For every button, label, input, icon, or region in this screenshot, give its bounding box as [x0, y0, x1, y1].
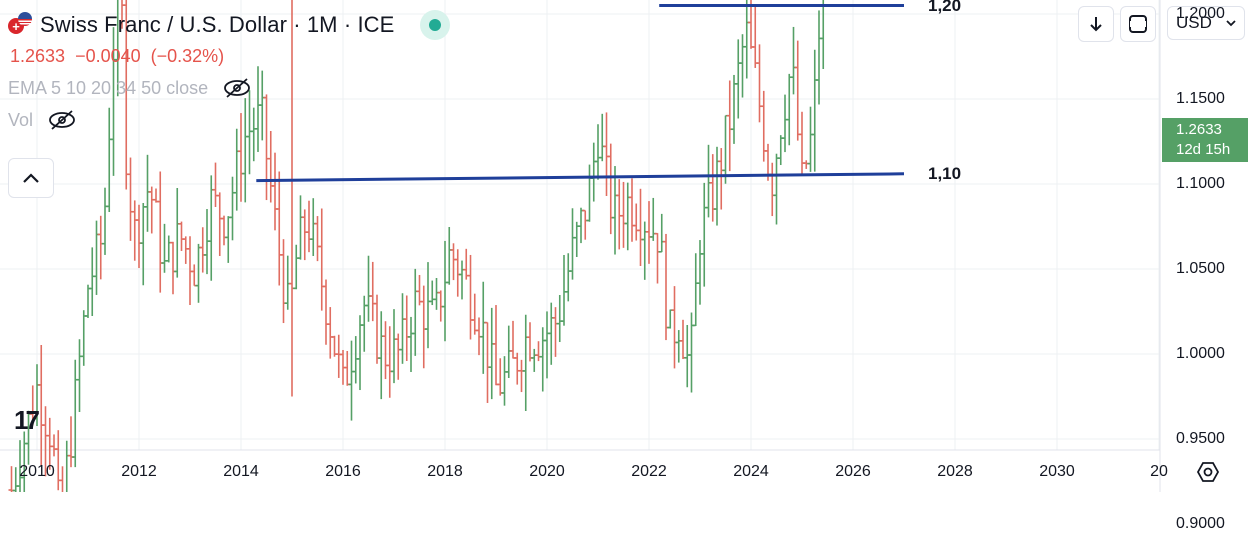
indicator-volume[interactable]: Vol: [8, 109, 450, 131]
currency-flag-icon: +: [8, 12, 34, 38]
price-axis-label: 0.9000: [1176, 515, 1225, 532]
price-axis-label: 1.2000: [1176, 5, 1225, 22]
time-axis-label: 2018: [427, 463, 463, 480]
price-change: −0.0040: [75, 46, 141, 66]
time-axis-label: 2010: [19, 463, 55, 480]
currency-select[interactable]: USD: [1167, 6, 1245, 40]
level-line-1-10: [256, 172, 905, 183]
time-axis-label: 2016: [325, 463, 361, 480]
fullscreen-button[interactable]: [1120, 6, 1156, 42]
time-axis-label: 2020: [529, 463, 565, 480]
price-axis-label: 0.9500: [1176, 430, 1225, 447]
time-axis-label: 2022: [631, 463, 667, 480]
price-summary: 1.2633 −0.0040 (−0.32%): [10, 46, 450, 67]
hidden-eye-icon[interactable]: [47, 109, 77, 131]
indicator-label: EMA 5 10 20 34 50 close: [8, 77, 209, 98]
arrow-down-icon: [1090, 17, 1102, 32]
last-price: 1.2633: [10, 46, 66, 66]
price-axis-label: 1.1000: [1176, 175, 1225, 192]
market-status-icon[interactable]: [420, 10, 451, 40]
price-change-pct: (−0.32%): [150, 46, 225, 66]
settings-icon[interactable]: [1196, 460, 1220, 484]
price-axis-label: 1.0000: [1176, 345, 1225, 362]
time-axis-label: 2028: [937, 463, 973, 480]
collapse-legend-button[interactable]: [8, 158, 54, 198]
fullscreen-icon: [1129, 15, 1147, 33]
currency-value: USD: [1176, 13, 1212, 32]
price-axis-label: 1.1500: [1176, 90, 1225, 107]
symbol-title[interactable]: Swiss Franc / U.S. Dollar · 1M · ICE: [40, 12, 395, 37]
time-axis-label: 2012: [121, 463, 157, 480]
level-label: 1,10: [928, 163, 962, 183]
chart-legend: + Swiss Franc / U.S. Dollar · 1M · ICE 1…: [8, 10, 451, 131]
time-axis-label: 2024: [733, 463, 769, 480]
time-axis-label: 2026: [835, 463, 871, 480]
level-label: 1,20: [928, 0, 962, 15]
chevron-up-icon: [23, 173, 39, 183]
hidden-eye-icon[interactable]: [222, 77, 252, 99]
price-tag-value: 1.2633: [1176, 121, 1222, 138]
price-chart[interactable]: [0, 0, 1250, 492]
tradingview-logo[interactable]: 17: [14, 405, 40, 435]
time-axis-label: 2014: [223, 463, 259, 480]
volume-label: Vol: [8, 109, 34, 130]
time-axis-label: 2030: [1039, 463, 1075, 480]
price-tag-countdown: 12d 15h: [1176, 141, 1231, 158]
chevron-down-icon: [1226, 20, 1236, 27]
download-button[interactable]: [1078, 6, 1114, 42]
time-axis-label: 20: [1150, 463, 1168, 480]
price-axis-label: 1.0500: [1176, 260, 1225, 277]
indicator-ema[interactable]: EMA 5 10 20 34 50 close: [8, 77, 450, 99]
current-price-tag: 1.2633 12d 15h: [1162, 118, 1248, 162]
